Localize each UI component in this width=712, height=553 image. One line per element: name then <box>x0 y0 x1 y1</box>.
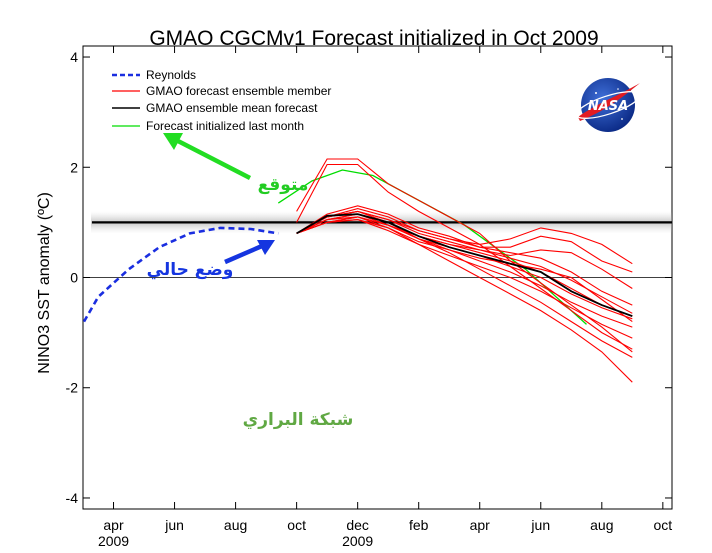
y-tick-label: 0 <box>70 270 78 286</box>
legend-label-member: GMAO forecast ensemble member <box>146 84 331 98</box>
x-tick-label: apr <box>470 517 491 533</box>
series-layer <box>82 158 633 383</box>
series-last-month-line <box>277 169 587 325</box>
y-tick-label: -4 <box>66 490 79 506</box>
legend-label-reynolds: Reynolds <box>146 68 196 82</box>
x-tick-label: jun <box>164 517 184 533</box>
y-tick-label: 4 <box>70 49 78 65</box>
watermark: شبكة البراري <box>243 410 354 430</box>
x-tick-label: jun <box>530 517 550 533</box>
ensemble-member-line-4 <box>296 205 633 273</box>
ensemble-member-line-14 <box>296 216 633 323</box>
annotation-arrow-current <box>224 240 275 265</box>
ensemble-member-line-1 <box>296 158 633 353</box>
x-tick-label: apr <box>103 517 124 533</box>
legend-label-mean: GMAO ensemble mean forecast <box>146 101 318 115</box>
x-tick-label: oct <box>287 517 306 533</box>
x-tick-label: dec <box>346 517 369 533</box>
annotation-arrow-expected <box>163 133 252 181</box>
y-tick-label: 2 <box>70 159 78 175</box>
ensemble-member-line-2 <box>296 163 633 350</box>
series-ensemble-mean-line <box>296 213 633 317</box>
legend-label-last-month: Forecast initialized last month <box>146 119 304 133</box>
x-tick-label: oct <box>654 517 673 533</box>
nasa-logo: NASA <box>575 78 641 132</box>
x-tick-label: aug <box>590 517 613 533</box>
x-tick-label: aug <box>224 517 247 533</box>
x-tick-year-label: 2009 <box>342 533 373 549</box>
annotation-expected: متوقع <box>258 175 309 195</box>
ensemble-member-line-13 <box>296 210 633 306</box>
ensemble-member-line-8 <box>296 216 633 328</box>
annotation-current: وضع حالي <box>147 260 234 280</box>
x-tick-year-label: 2009 <box>98 533 129 549</box>
y-axis-label: NINO3 SST anomaly (ºC) <box>36 192 53 374</box>
chart-title: GMAO CGCMv1 Forecast initialized in Oct … <box>149 27 598 50</box>
series-reynolds-line <box>82 226 279 323</box>
nasa-logo-text: NASA <box>588 99 628 114</box>
legend: Reynolds GMAO forecast ensemble member G… <box>112 68 331 133</box>
x-tick-label: feb <box>409 517 429 533</box>
y-tick-label: -2 <box>66 380 79 396</box>
ensemble-member-line-11 <box>296 219 633 383</box>
